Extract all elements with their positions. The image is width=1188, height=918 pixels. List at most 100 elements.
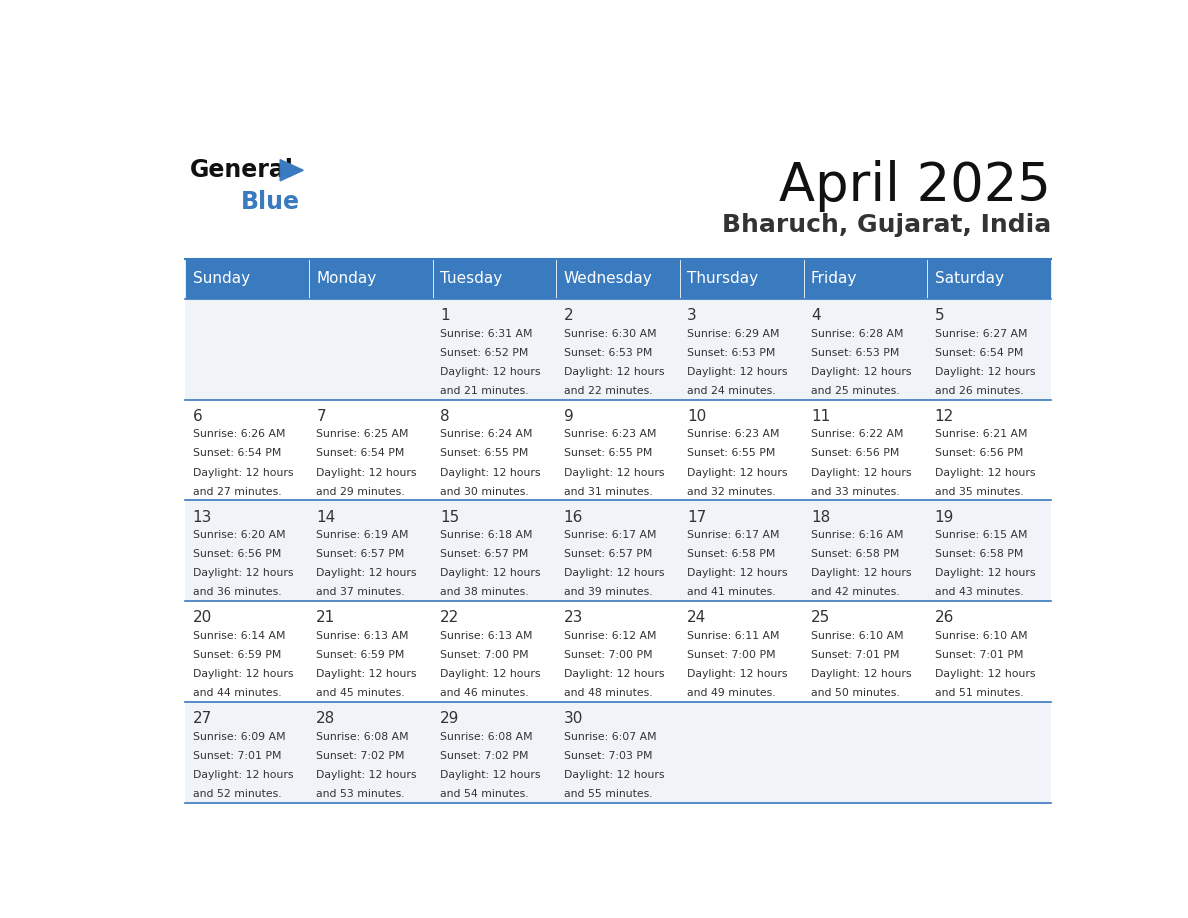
- Text: 29: 29: [440, 711, 460, 726]
- Text: Sunrise: 6:17 AM: Sunrise: 6:17 AM: [687, 531, 779, 540]
- Text: Daylight: 12 hours: Daylight: 12 hours: [440, 669, 541, 679]
- Text: 25: 25: [811, 610, 830, 625]
- Text: 9: 9: [563, 409, 574, 424]
- Text: 27: 27: [192, 711, 211, 726]
- Text: Sunset: 6:58 PM: Sunset: 6:58 PM: [687, 549, 776, 559]
- Text: and 55 minutes.: and 55 minutes.: [563, 789, 652, 799]
- Text: Sunrise: 6:17 AM: Sunrise: 6:17 AM: [563, 531, 656, 540]
- Text: Daylight: 12 hours: Daylight: 12 hours: [935, 467, 1035, 477]
- Text: Daylight: 12 hours: Daylight: 12 hours: [563, 669, 664, 679]
- Text: Sunrise: 6:15 AM: Sunrise: 6:15 AM: [935, 531, 1026, 540]
- Text: Sunset: 6:54 PM: Sunset: 6:54 PM: [935, 348, 1023, 358]
- Bar: [185, 399, 1051, 500]
- Text: Sunset: 6:55 PM: Sunset: 6:55 PM: [687, 449, 776, 458]
- Text: Friday: Friday: [811, 271, 858, 286]
- Text: Daylight: 12 hours: Daylight: 12 hours: [811, 467, 911, 477]
- Text: Daylight: 12 hours: Daylight: 12 hours: [192, 770, 293, 780]
- Text: Sunset: 6:57 PM: Sunset: 6:57 PM: [563, 549, 652, 559]
- Text: and 35 minutes.: and 35 minutes.: [935, 487, 1023, 497]
- Text: Sunrise: 6:26 AM: Sunrise: 6:26 AM: [192, 430, 285, 440]
- Text: and 54 minutes.: and 54 minutes.: [440, 789, 529, 799]
- Text: Sunrise: 6:19 AM: Sunrise: 6:19 AM: [316, 531, 409, 540]
- Text: Sunset: 6:53 PM: Sunset: 6:53 PM: [563, 348, 652, 358]
- Text: Sunrise: 6:23 AM: Sunrise: 6:23 AM: [563, 430, 656, 440]
- Text: Daylight: 12 hours: Daylight: 12 hours: [935, 568, 1035, 578]
- Text: 1: 1: [440, 308, 449, 323]
- Text: and 24 minutes.: and 24 minutes.: [687, 386, 776, 396]
- Text: 17: 17: [687, 509, 707, 525]
- Text: Daylight: 12 hours: Daylight: 12 hours: [440, 367, 541, 376]
- Text: Daylight: 12 hours: Daylight: 12 hours: [687, 568, 788, 578]
- Text: Daylight: 12 hours: Daylight: 12 hours: [316, 669, 417, 679]
- Text: Sunset: 6:55 PM: Sunset: 6:55 PM: [563, 449, 652, 458]
- Text: 22: 22: [440, 610, 460, 625]
- Text: 26: 26: [935, 610, 954, 625]
- Text: Sunset: 7:00 PM: Sunset: 7:00 PM: [687, 650, 776, 660]
- Text: Daylight: 12 hours: Daylight: 12 hours: [563, 367, 664, 376]
- Text: 21: 21: [316, 610, 335, 625]
- Text: Sunset: 6:55 PM: Sunset: 6:55 PM: [440, 449, 529, 458]
- Text: and 37 minutes.: and 37 minutes.: [316, 588, 405, 598]
- Text: Sunset: 6:57 PM: Sunset: 6:57 PM: [440, 549, 529, 559]
- Text: Sunset: 6:56 PM: Sunset: 6:56 PM: [935, 449, 1023, 458]
- Text: Sunrise: 6:12 AM: Sunrise: 6:12 AM: [563, 631, 656, 641]
- Text: Sunset: 7:01 PM: Sunset: 7:01 PM: [192, 751, 282, 761]
- Text: Sunrise: 6:08 AM: Sunrise: 6:08 AM: [316, 732, 409, 742]
- Text: 2: 2: [563, 308, 574, 323]
- Text: Sunrise: 6:21 AM: Sunrise: 6:21 AM: [935, 430, 1026, 440]
- Text: Sunrise: 6:08 AM: Sunrise: 6:08 AM: [440, 732, 532, 742]
- Text: Sunset: 6:54 PM: Sunset: 6:54 PM: [316, 449, 405, 458]
- Bar: [185, 601, 1051, 702]
- Text: Sunset: 7:01 PM: Sunset: 7:01 PM: [935, 650, 1023, 660]
- Text: and 46 minutes.: and 46 minutes.: [440, 688, 529, 699]
- Text: Sunrise: 6:16 AM: Sunrise: 6:16 AM: [811, 531, 903, 540]
- Text: Daylight: 12 hours: Daylight: 12 hours: [935, 669, 1035, 679]
- Text: and 21 minutes.: and 21 minutes.: [440, 386, 529, 396]
- Text: Sunrise: 6:11 AM: Sunrise: 6:11 AM: [687, 631, 779, 641]
- Text: 28: 28: [316, 711, 335, 726]
- Text: Sunrise: 6:22 AM: Sunrise: 6:22 AM: [811, 430, 903, 440]
- Text: Daylight: 12 hours: Daylight: 12 hours: [935, 367, 1035, 376]
- Text: Sunrise: 6:14 AM: Sunrise: 6:14 AM: [192, 631, 285, 641]
- Bar: [309, 259, 432, 299]
- Text: Daylight: 12 hours: Daylight: 12 hours: [563, 770, 664, 780]
- Text: Sunset: 7:01 PM: Sunset: 7:01 PM: [811, 650, 899, 660]
- Text: and 29 minutes.: and 29 minutes.: [316, 487, 405, 497]
- Text: Daylight: 12 hours: Daylight: 12 hours: [687, 367, 788, 376]
- Text: and 33 minutes.: and 33 minutes.: [811, 487, 899, 497]
- Text: Daylight: 12 hours: Daylight: 12 hours: [811, 669, 911, 679]
- Text: Sunrise: 6:18 AM: Sunrise: 6:18 AM: [440, 531, 532, 540]
- Text: Sunset: 6:52 PM: Sunset: 6:52 PM: [440, 348, 529, 358]
- Text: 15: 15: [440, 509, 460, 525]
- Bar: [680, 259, 803, 299]
- Text: and 25 minutes.: and 25 minutes.: [811, 386, 899, 396]
- Text: 20: 20: [192, 610, 211, 625]
- Text: and 53 minutes.: and 53 minutes.: [316, 789, 405, 799]
- Text: Sunrise: 6:31 AM: Sunrise: 6:31 AM: [440, 329, 532, 339]
- Text: Daylight: 12 hours: Daylight: 12 hours: [563, 568, 664, 578]
- Text: and 42 minutes.: and 42 minutes.: [811, 588, 899, 598]
- Text: 18: 18: [811, 509, 830, 525]
- Text: and 31 minutes.: and 31 minutes.: [563, 487, 652, 497]
- Text: Sunset: 6:56 PM: Sunset: 6:56 PM: [811, 449, 899, 458]
- Text: Sunrise: 6:25 AM: Sunrise: 6:25 AM: [316, 430, 409, 440]
- Text: Daylight: 12 hours: Daylight: 12 hours: [192, 467, 293, 477]
- Text: Saturday: Saturday: [935, 271, 1004, 286]
- Text: and 43 minutes.: and 43 minutes.: [935, 588, 1023, 598]
- Text: 13: 13: [192, 509, 213, 525]
- Text: Sunrise: 6:28 AM: Sunrise: 6:28 AM: [811, 329, 903, 339]
- Text: Sunset: 6:54 PM: Sunset: 6:54 PM: [192, 449, 282, 458]
- Bar: [185, 299, 1051, 399]
- Text: 30: 30: [563, 711, 583, 726]
- Text: Blue: Blue: [240, 190, 299, 214]
- Text: Daylight: 12 hours: Daylight: 12 hours: [316, 467, 417, 477]
- Text: and 51 minutes.: and 51 minutes.: [935, 688, 1023, 699]
- Text: and 48 minutes.: and 48 minutes.: [563, 688, 652, 699]
- Text: 10: 10: [687, 409, 707, 424]
- Bar: [185, 702, 1051, 803]
- Text: and 36 minutes.: and 36 minutes.: [192, 588, 282, 598]
- Text: Sunrise: 6:24 AM: Sunrise: 6:24 AM: [440, 430, 532, 440]
- Text: Sunset: 6:59 PM: Sunset: 6:59 PM: [316, 650, 405, 660]
- Text: Sunrise: 6:10 AM: Sunrise: 6:10 AM: [811, 631, 904, 641]
- Text: 7: 7: [316, 409, 326, 424]
